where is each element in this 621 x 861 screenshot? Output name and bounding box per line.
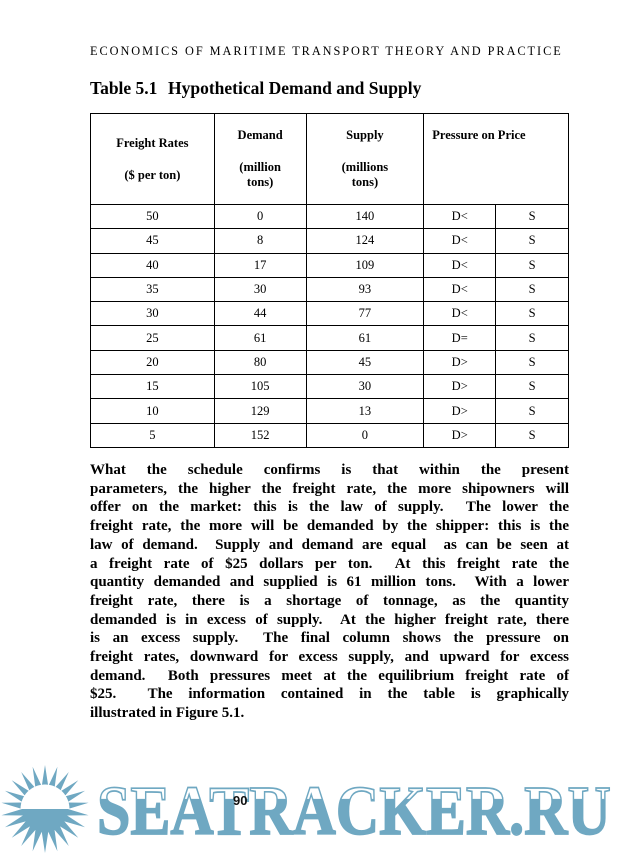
- svg-text:90: 90: [233, 793, 247, 808]
